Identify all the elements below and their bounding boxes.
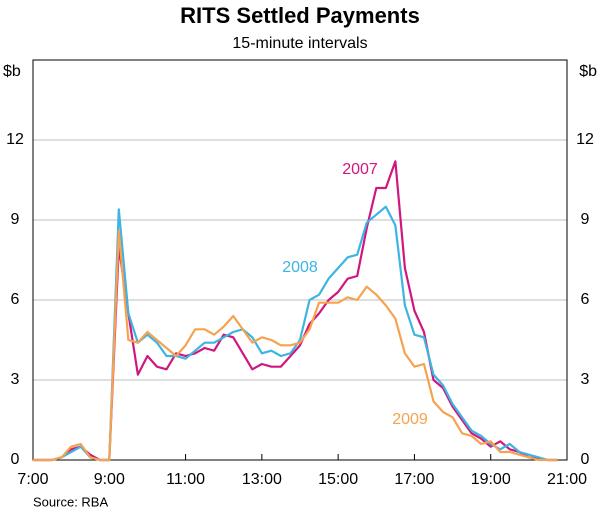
y-tick-label: 9 [11,211,20,228]
x-tick-label: 11:00 [166,471,205,488]
source-note: Source: RBA [33,494,108,509]
x-tick-label: 7:00 [17,471,48,488]
y2-axis-unit: $b [579,63,597,80]
y-tick-label: 12 [6,131,24,148]
x-tick-label: 15:00 [318,471,358,488]
series-line [33,229,558,462]
series-label: 2008 [282,259,318,276]
chart-subtitle: 15-minute intervals [232,35,367,52]
y2-tick-label: 6 [581,291,590,308]
y-tick-label: 3 [11,371,20,388]
y2-tick-label: 0 [581,451,590,468]
y-tick-label: 6 [11,291,20,308]
series-label: 2007 [342,161,378,178]
y2-tick-label: 3 [581,371,590,388]
series-label: 2009 [392,411,428,428]
x-tick-label: 17:00 [394,471,434,488]
y2-tick-label: 9 [581,211,590,228]
y2-tick-label: 12 [576,131,594,148]
chart-title: RITS Settled Payments [180,3,420,28]
plot-frame [32,59,568,461]
x-tick-label: 21:00 [547,471,587,488]
y-axis-unit: $b [3,63,21,80]
x-tick-label: 19:00 [471,471,511,488]
x-tick-label: 9:00 [94,471,125,488]
y-tick-label: 0 [11,451,20,468]
x-tick-label: 13:00 [242,471,282,488]
series-line [33,205,558,462]
